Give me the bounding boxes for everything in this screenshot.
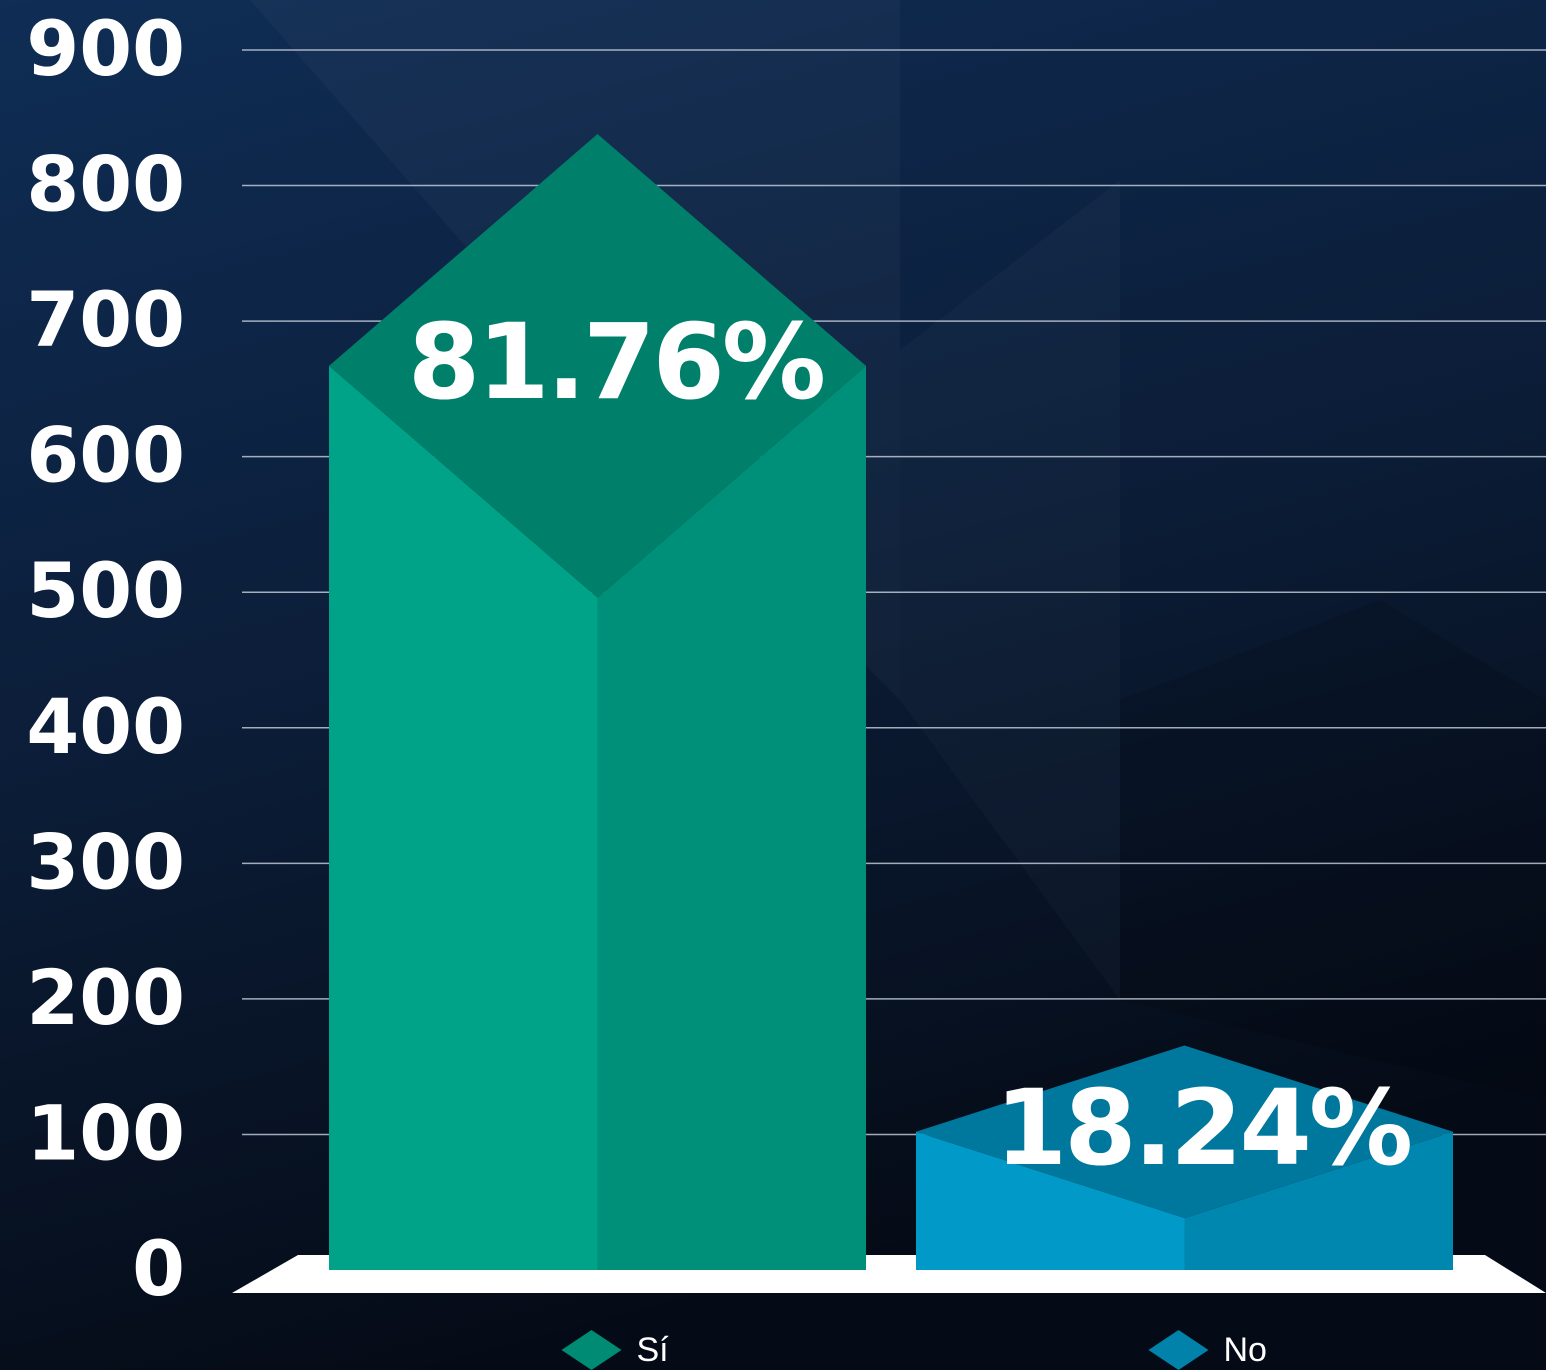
y-tick-label: 100 [26,1088,185,1177]
y-tick-label: 400 [26,682,185,771]
bar-left [916,1131,1185,1270]
bar-right [597,365,866,1270]
bar-top [916,1045,1453,1219]
bg-shape [1120,600,1546,1100]
y-tick-label: 300 [26,817,185,906]
legend-marker [1148,1330,1209,1370]
bar-top [329,134,866,598]
legend-marker [561,1330,622,1370]
y-tick-label: 900 [26,4,185,93]
y-tick-label: 700 [26,275,185,364]
y-tick-label: 500 [26,546,185,635]
data-label: 81.76% [408,301,823,423]
y-tick-label: 600 [26,411,185,500]
bar-left [329,365,598,1270]
y-tick-label: 200 [26,953,185,1042]
y-tick-label: 0 [132,1224,185,1313]
legend-label: Sí [637,1331,670,1369]
bar-right [1184,1131,1453,1270]
legend-label: No [1224,1331,1267,1369]
data-label: 18.24% [995,1067,1410,1189]
y-tick-label: 800 [26,140,185,229]
